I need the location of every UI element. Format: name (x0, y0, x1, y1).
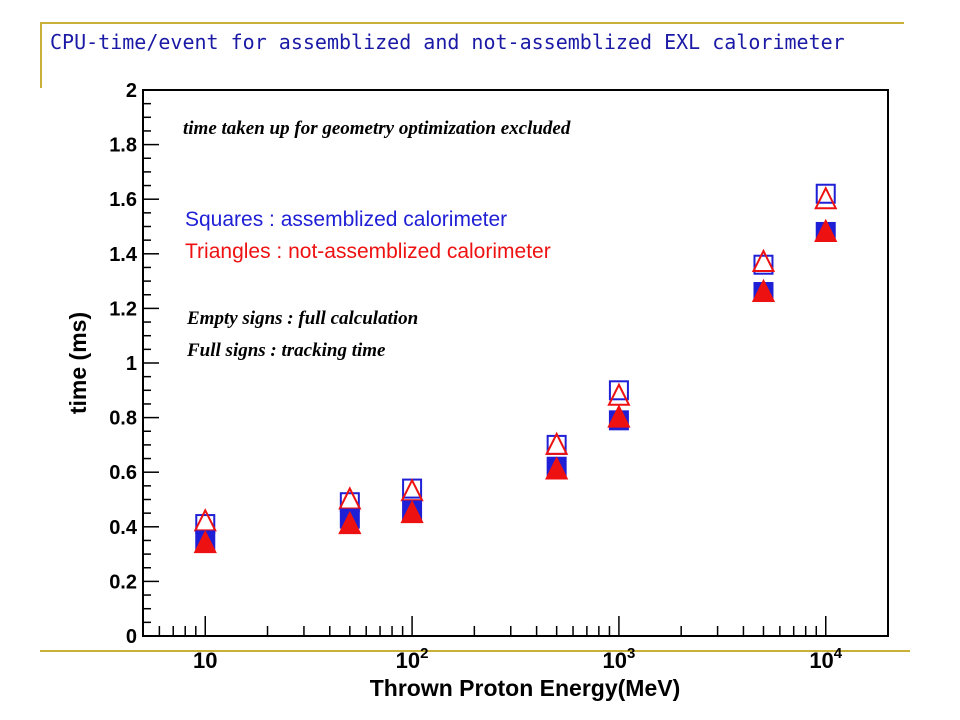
squares-legend-label: Squares : assemblized calorimeter (185, 208, 508, 231)
y-tick-label: 0.8 (109, 408, 137, 430)
filled-triangle-point (607, 404, 631, 428)
full-signs-label: Full signs : tracking time (187, 340, 386, 361)
x-axis-label: Thrown Proton Energy(MeV) (370, 675, 681, 701)
x-tick-label: 10 (193, 648, 217, 673)
y-tick-label: 0 (126, 626, 137, 648)
filled-triangle-point (814, 218, 838, 242)
plot-frame (142, 89, 889, 637)
y-tick-label: 1.2 (109, 298, 137, 320)
open-triangle-point (545, 431, 569, 455)
empty-signs-label: Empty signs : full calculation (187, 308, 419, 329)
x-tick-label: 103 (602, 645, 635, 673)
filled-triangle-point (751, 278, 776, 303)
geometry-note: time taken up for geometry optimization … (183, 118, 571, 139)
y-tick-label: 0.4 (109, 517, 138, 539)
filled-triangle-point (400, 499, 424, 524)
footer-line (40, 650, 910, 652)
y-tick-label: 1.8 (109, 135, 137, 157)
open-triangle-point (607, 382, 631, 406)
triangles-legend-label: Triangles : not-assemblized calorimeter (185, 240, 551, 263)
y-tick-label: 1.6 (109, 189, 137, 211)
filled-triangle-point (545, 456, 569, 480)
filled-triangle-point (338, 510, 362, 535)
title-bar-line-top (40, 22, 904, 24)
y-tick-label: 1.4 (109, 244, 138, 266)
y-tick-label: 0.6 (109, 462, 137, 484)
open-triangle-point (751, 248, 776, 272)
open-square-point (753, 254, 774, 275)
x-tick-label: 102 (396, 645, 429, 673)
slide-title: CPU-time/event for assemblized and not-a… (50, 30, 845, 54)
open-triangle-point (814, 185, 838, 210)
open-triangle-point (338, 486, 362, 510)
y-tick-label: 0.2 (109, 571, 137, 593)
y-axis-label: time (ms) (65, 312, 91, 414)
open-square-point (815, 183, 836, 204)
x-tick-label: 104 (809, 645, 842, 673)
title-bar-line-left (40, 22, 42, 88)
filled-triangle-point (193, 529, 217, 554)
open-square-point (608, 380, 629, 401)
open-triangle-point (193, 508, 217, 532)
y-tick-label: 1 (126, 353, 137, 375)
y-tick-label: 2 (126, 80, 137, 102)
